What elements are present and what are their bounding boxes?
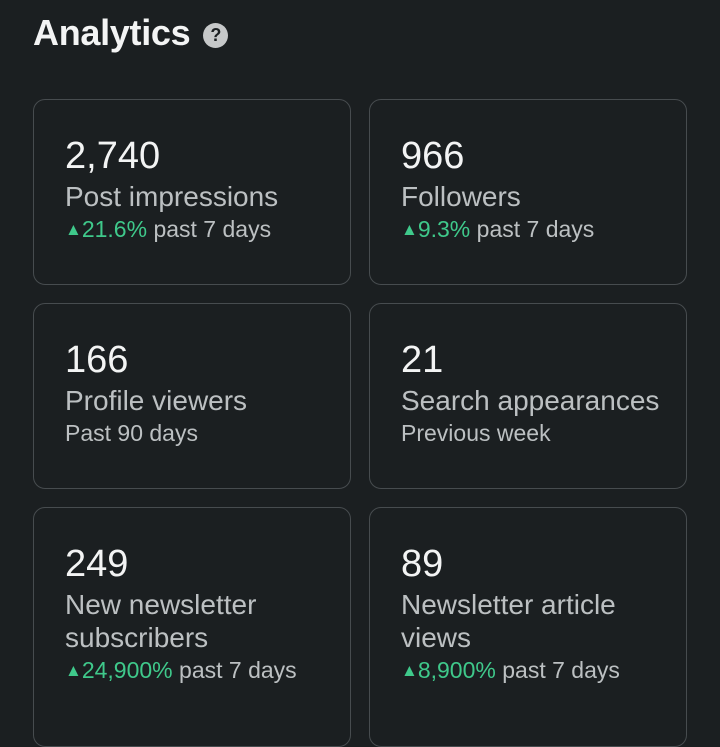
trend-period: past 7 days (476, 216, 595, 242)
metric-label: Newsletter article (401, 589, 616, 620)
metric-value: 2,740 (65, 135, 161, 177)
metric-label: views (401, 622, 472, 653)
metric-label: Profile viewers (65, 385, 248, 416)
trend-period: past 7 days (153, 216, 272, 242)
metric-value: 249 (65, 543, 129, 585)
metric-trend: ▲21.6% past 7 days (65, 214, 350, 245)
metric-value: 966 (401, 135, 465, 177)
trend-percent: 8,900% (417, 657, 496, 683)
trend-up-icon: ▲ (401, 220, 418, 239)
trend-percent: 21.6% (81, 216, 148, 242)
metric-value: 21 (401, 339, 444, 381)
trend-up-icon: ▲ (65, 661, 82, 680)
search-appearances-card[interactable]: 21 Search appearances Previous week (369, 303, 687, 489)
page-title: Analytics (33, 12, 191, 53)
metric-label: Post impressions (65, 181, 279, 212)
metric-period: Past 90 days (65, 420, 198, 446)
profile-viewers-card[interactable]: 166 Profile viewers Past 90 days (33, 303, 351, 489)
metric-value: 89 (401, 543, 444, 585)
metric-label: subscribers (65, 622, 209, 653)
trend-period: past 7 days (179, 657, 297, 683)
trend-period: past 7 days (502, 657, 620, 683)
trend-percent: 24,900% (81, 657, 173, 683)
trend-up-icon: ▲ (65, 220, 82, 239)
metric-value: 166 (65, 339, 129, 381)
metric-trend: ▲24,900% past 7 days (65, 655, 350, 686)
analytics-header: Analytics ? (33, 12, 229, 54)
metric-trend: ▲8,900% past 7 days (401, 655, 686, 686)
trend-percent: 9.3% (417, 216, 471, 242)
help-icon[interactable]: ? (203, 22, 229, 48)
metric-label: Search appearances (401, 385, 660, 416)
followers-card[interactable]: 966 Followers ▲9.3% past 7 days (369, 99, 687, 285)
newsletter-subscribers-card[interactable]: 249 New newsletter subscribers ▲24,900% … (33, 507, 351, 747)
metric-trend: ▲9.3% past 7 days (401, 214, 686, 245)
metric-label: New newsletter (65, 589, 257, 620)
newsletter-article-views-card[interactable]: 89 Newsletter article views ▲8,900% past… (369, 507, 687, 747)
trend-up-icon: ▲ (401, 661, 418, 680)
metric-period: Previous week (401, 420, 551, 446)
post-impressions-card[interactable]: 2,740 Post impressions ▲21.6% past 7 day… (33, 99, 351, 285)
metric-label: Followers (401, 181, 521, 212)
